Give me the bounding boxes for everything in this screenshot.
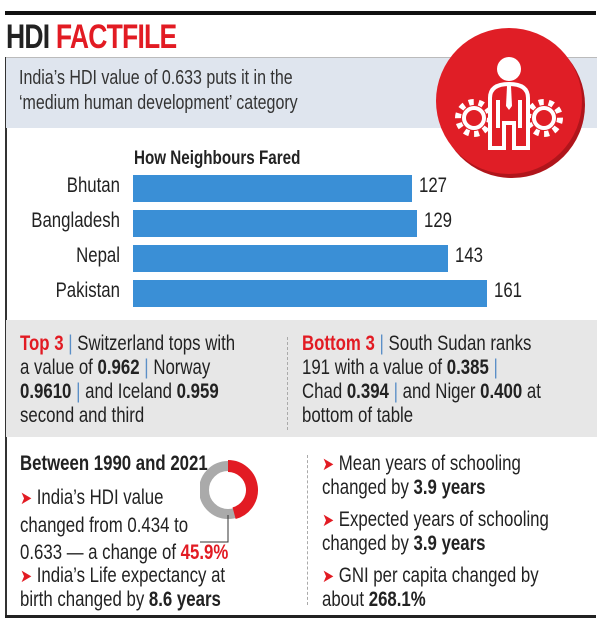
bar-bangladesh [133,210,417,237]
hdi-change-text: ➤ India’s HDI value changed from 0.434 t… [20,486,229,564]
bar-value: 143 [454,244,483,267]
bar-label: Bangladesh [31,209,120,232]
bar-bhutan [133,175,413,202]
arrow-icon: ➤ [322,566,335,586]
hdi-change-donut [200,460,258,543]
mean-schooling-text: ➤ Mean years of schooling changed by 3.9… [322,452,521,499]
top-bottom-box [6,320,597,437]
intro-text: India’s HDI value of 0.633 puts it in th… [19,67,298,114]
bar-value: 161 [494,279,523,302]
bar-nepal [133,245,448,272]
change-heading: Between 1990 and 2021 [20,452,208,475]
top-rule [5,11,596,15]
bar-value: 129 [423,209,452,232]
bottom-rule [5,615,596,618]
arrow-icon: ➤ [322,510,335,530]
arrow-icon: ➤ [322,454,335,474]
arrow-icon: ➤ [20,566,33,586]
bar-value: 127 [419,174,448,197]
bar-label: Pakistan [55,279,120,302]
gni-text: ➤ GNI per capita changed by about 268.1% [322,564,539,611]
chart-title: How Neighbours Fared [134,148,301,169]
divider [287,337,288,430]
left-border [5,57,7,617]
businessman-with-gears-icon [436,28,582,174]
donut-leader-line [200,515,229,543]
arrow-icon: ➤ [20,488,33,508]
life-expectancy-text: ➤ India’s Life expectancy at birth chang… [20,564,226,611]
divider [307,455,308,605]
expected-schooling-text: ➤ Expected years of schooling changed by… [322,508,549,555]
donut-segment [227,460,258,520]
bar-pakistan [133,280,488,307]
bar-label: Bhutan [66,174,120,197]
top3-text: Top 3 | Switzerland tops with a value of… [20,332,236,427]
bottom3-text: Bottom 3 | South Sudan ranks 191 with a … [302,332,541,427]
bar-label: Nepal [76,244,120,267]
page-title: HDI FACTFILE [6,18,177,56]
